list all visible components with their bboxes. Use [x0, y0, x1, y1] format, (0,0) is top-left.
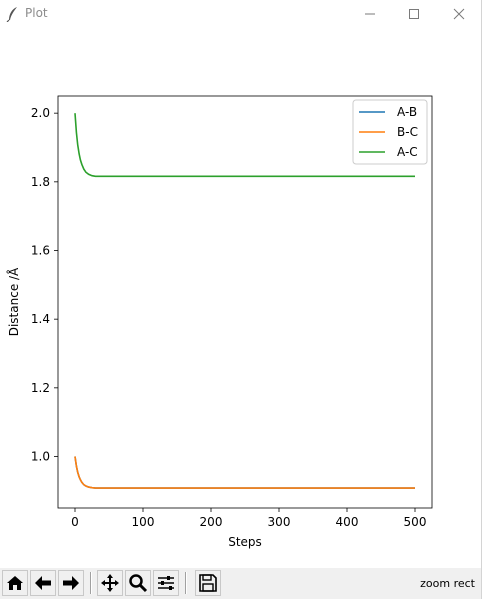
- x-tick-label: 300: [268, 515, 291, 529]
- zoom-button[interactable]: [125, 570, 151, 596]
- y-tick-label: 1.0: [31, 450, 50, 464]
- toolbar-status: zoom rect: [420, 577, 475, 590]
- navigation-toolbar: zoom rect: [0, 568, 481, 599]
- back-icon: [35, 576, 51, 590]
- figure-canvas[interactable]: 0 100 200 300 400 500 1.0 1.2 1.4 1.6 1.8 2.0 Steps D…: [0, 28, 481, 568]
- y-axis-label: Distance /Å: [6, 267, 21, 336]
- series-line-b-c: [74, 456, 415, 489]
- x-tick-label: 0: [71, 515, 79, 529]
- toolbar-separator: [185, 572, 187, 594]
- legend-label-a-b: A-B: [397, 105, 417, 119]
- x-tick-label: 500: [404, 515, 427, 529]
- y-tick-label: 2.0: [31, 106, 50, 120]
- minimize-button[interactable]: [348, 0, 392, 28]
- home-icon: [7, 576, 23, 590]
- series-line-a-b: [74, 456, 415, 489]
- maximize-icon: [409, 9, 419, 19]
- minimize-icon: [365, 13, 375, 15]
- home-button[interactable]: [2, 570, 28, 596]
- feather-icon: [6, 6, 20, 23]
- zoom-icon: [129, 574, 148, 593]
- legend-box: [352, 99, 428, 165]
- x-axis-label: Steps: [228, 535, 262, 549]
- close-button[interactable]: [437, 0, 481, 28]
- forward-button[interactable]: [58, 570, 84, 596]
- legend-label-a-c: A-C: [397, 145, 418, 159]
- plot-frame: [57, 95, 433, 509]
- x-tick-label: 200: [200, 515, 223, 529]
- x-tick-label: 100: [132, 515, 155, 529]
- subplots-button[interactable]: [153, 570, 179, 596]
- back-button[interactable]: [30, 570, 56, 596]
- y-tick-label: 1.8: [31, 175, 50, 189]
- y-tick-label: 1.4: [31, 312, 50, 326]
- line-chart: 0 100 200 300 400 500 1.0 1.2 1.4 1.6 1.8 2.0 Steps D…: [6, 95, 433, 549]
- pan-icon: [101, 574, 119, 592]
- forward-icon: [63, 576, 79, 590]
- title-bar[interactable]: Plot: [0, 0, 481, 28]
- save-button[interactable]: [195, 570, 221, 596]
- maximize-button[interactable]: [392, 0, 436, 28]
- subplots-icon: [158, 576, 174, 590]
- y-tick-label: 1.2: [31, 381, 50, 395]
- legend-label-b-c: B-C: [397, 125, 418, 139]
- close-icon: [453, 8, 465, 20]
- toolbar-separator: [90, 572, 92, 594]
- pan-button[interactable]: [97, 570, 123, 596]
- y-tick-label: 1.6: [31, 244, 50, 258]
- window-title: Plot: [25, 6, 48, 20]
- series-line-a-c: [74, 113, 415, 178]
- x-tick-label: 400: [336, 515, 359, 529]
- save-icon: [199, 574, 217, 592]
